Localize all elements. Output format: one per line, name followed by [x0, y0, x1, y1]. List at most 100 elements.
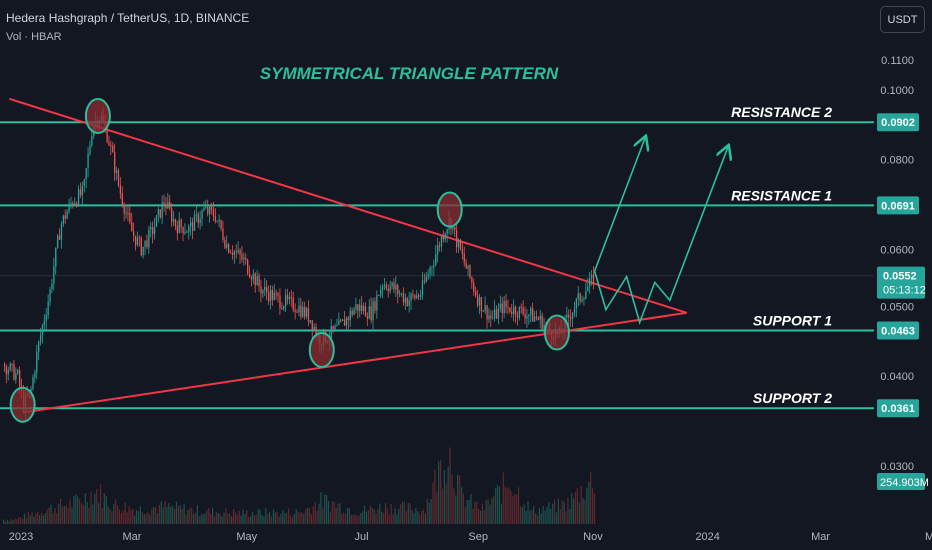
volume-bar: [212, 507, 214, 524]
volume-bar: [388, 514, 390, 524]
x-tick-label: May: [236, 531, 257, 543]
candle-body: [39, 335, 42, 342]
currency-button[interactable]: USDT: [880, 6, 925, 33]
lower-trendline: [22, 311, 687, 414]
candle-body: [494, 309, 496, 318]
volume-bar: [158, 504, 160, 524]
pivot-marker: [9, 386, 36, 423]
volume-bar: [130, 509, 132, 524]
candle-body: [15, 373, 17, 380]
volume-bar: [174, 508, 176, 524]
candle-body: [372, 301, 374, 321]
candle-body: [418, 295, 420, 297]
candle-body: [376, 295, 378, 311]
candle-body: [245, 257, 247, 260]
volume-bar: [82, 504, 84, 524]
candle-body: [437, 245, 439, 255]
candle-body: [577, 293, 579, 300]
volume-bar: [400, 504, 402, 524]
candle-body: [58, 235, 61, 240]
volume-bar: [27, 511, 29, 524]
candle-body: [307, 308, 310, 323]
candle-body: [573, 308, 576, 314]
candle-body: [85, 168, 87, 180]
candle-body: [524, 313, 526, 319]
candle-body: [541, 315, 543, 331]
candle-body: [87, 153, 89, 169]
candle-body: [252, 273, 255, 280]
level-name-label: SUPPORT 2: [753, 390, 832, 406]
candle-body: [72, 203, 74, 206]
candle-body: [478, 297, 481, 306]
volume-bar: [52, 512, 54, 524]
volume-bar: [117, 505, 119, 524]
candle-body: [222, 228, 224, 241]
candle-body: [262, 290, 264, 294]
volume-bars: [3, 447, 596, 524]
volume-bar: [312, 506, 314, 524]
volume-bar: [71, 507, 73, 524]
volume-bar: [546, 507, 548, 524]
volume-bar: [540, 513, 542, 524]
volume-bar: [208, 507, 210, 524]
volume-bar: [261, 515, 263, 524]
volume-bar: [449, 447, 451, 524]
volume-bar: [373, 509, 375, 524]
volume-bar: [409, 503, 411, 524]
volume-bar: [221, 516, 223, 524]
volume-bar: [54, 508, 56, 524]
volume-bar: [6, 519, 8, 524]
volume-bar: [305, 509, 307, 524]
candle-body: [416, 295, 418, 298]
volume-bar: [550, 508, 552, 524]
volume-bar: [483, 510, 485, 524]
candle-body: [115, 170, 118, 173]
x-tick-label: Mar: [811, 531, 830, 543]
volume-bar: [432, 482, 434, 524]
candle-body: [47, 301, 49, 316]
candle-body: [163, 202, 165, 205]
level-price-badge: [877, 113, 919, 132]
candle-body: [119, 185, 122, 194]
candle-body: [406, 298, 408, 306]
candle-body: [83, 179, 85, 186]
level-lines: [0, 121, 874, 410]
candle-body: [511, 311, 513, 315]
candle-body: [237, 250, 239, 252]
candle-body: [528, 314, 530, 316]
candle-body: [254, 273, 256, 286]
volume-bar: [464, 507, 466, 524]
volume-bar: [320, 492, 322, 524]
volume-bar: [162, 507, 164, 524]
volume-bar: [12, 520, 14, 524]
candle-body: [503, 301, 505, 314]
volume-bar: [402, 501, 404, 524]
volume-bar: [151, 508, 153, 524]
current-price-text: 0.0552: [883, 271, 917, 283]
candle-body: [108, 142, 110, 146]
candle-body: [74, 203, 76, 206]
volume-bar: [481, 503, 483, 524]
volume-bar: [567, 497, 569, 524]
volume-bar: [246, 510, 248, 524]
volume-bar: [297, 511, 299, 524]
volume-bar: [561, 500, 563, 524]
volume-bar: [343, 512, 345, 524]
volume-bar: [276, 511, 278, 524]
candle-body: [191, 222, 194, 231]
candle-body: [391, 282, 393, 287]
candle-body: [146, 240, 148, 248]
candle-body: [490, 315, 492, 319]
y-tick-label: 0.0500: [880, 301, 914, 313]
candle-body: [543, 324, 545, 331]
volume-bar: [392, 514, 394, 524]
candle-body: [514, 306, 517, 316]
volume-bar: [508, 487, 510, 524]
volume-bar: [98, 503, 100, 524]
volume-badge: [877, 473, 925, 490]
volume-bar: [198, 516, 200, 524]
volume-bar: [417, 511, 419, 524]
candle-body: [378, 295, 380, 297]
candle-body: [587, 286, 589, 292]
